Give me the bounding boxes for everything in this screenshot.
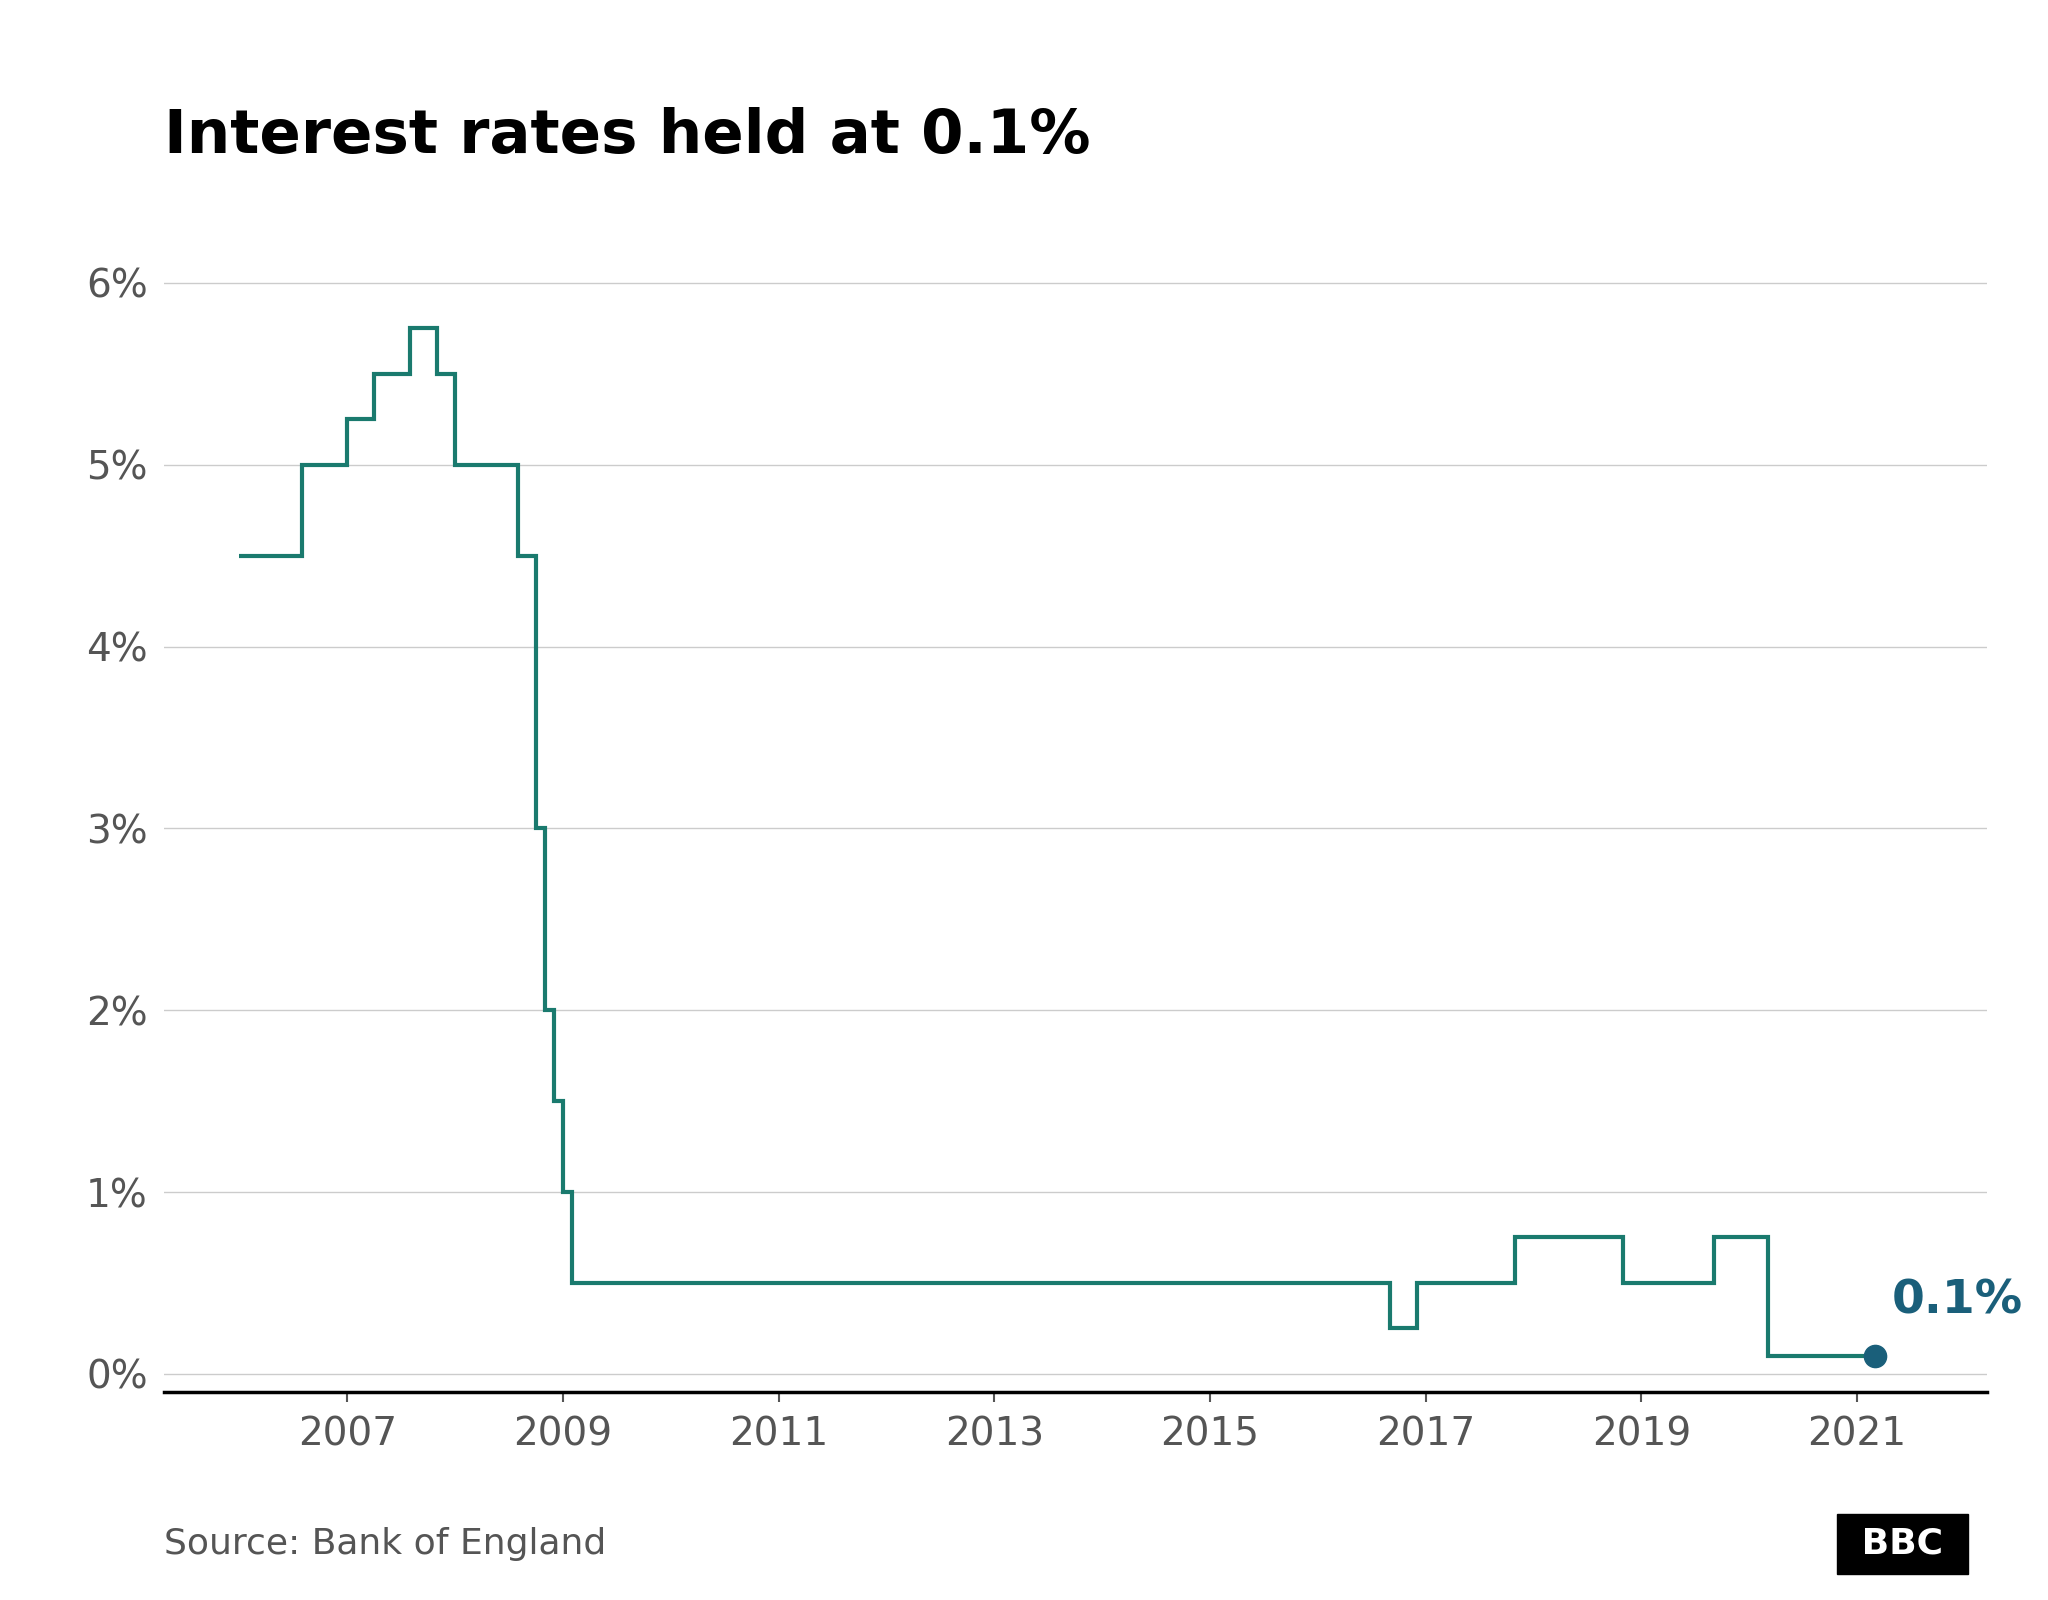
Text: 0.1%: 0.1% xyxy=(1892,1278,2023,1323)
Text: Source: Bank of England: Source: Bank of England xyxy=(164,1526,606,1562)
Text: BBC: BBC xyxy=(1849,1526,1956,1562)
Text: Interest rates held at 0.1%: Interest rates held at 0.1% xyxy=(164,107,1090,166)
